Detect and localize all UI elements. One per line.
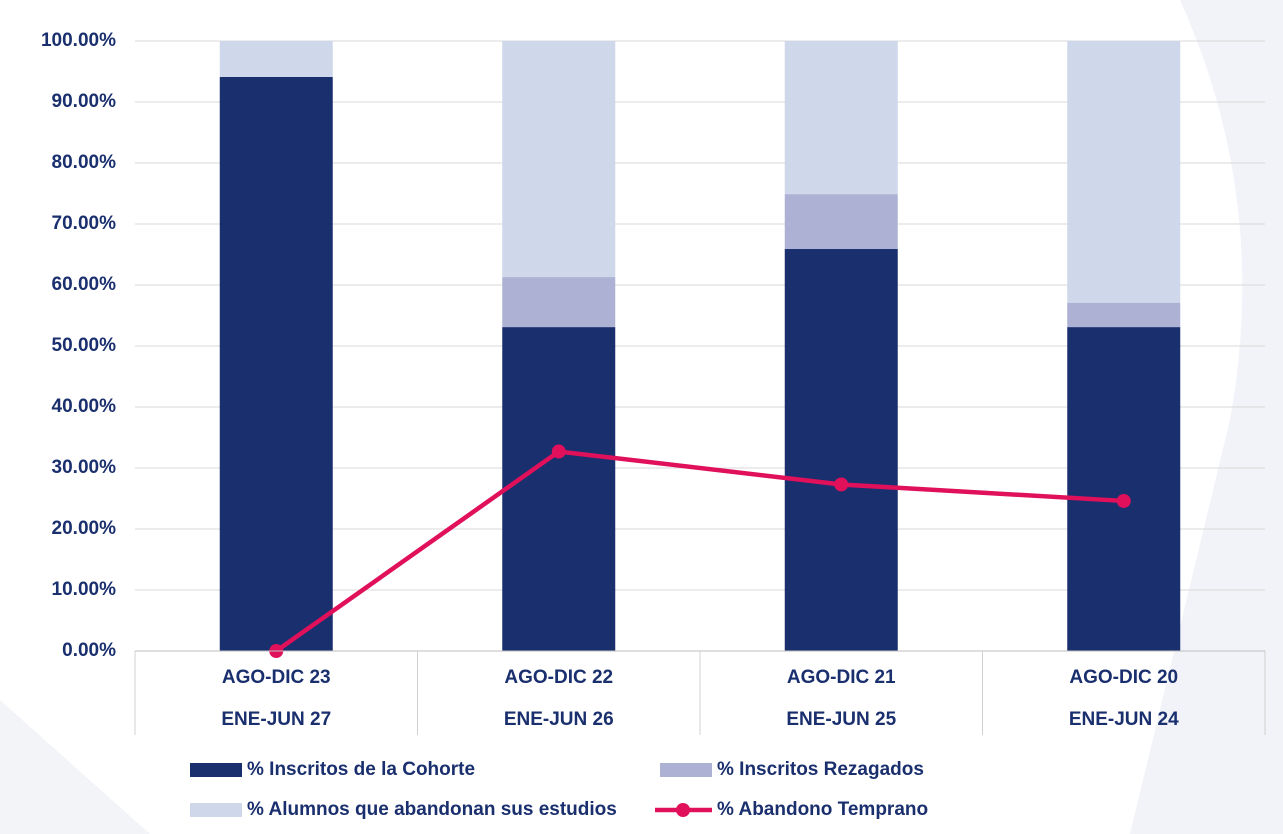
bar-segment bbox=[1067, 41, 1181, 303]
x-tick-label: ENE-JUN 25 bbox=[786, 709, 896, 730]
y-tick-label: 30.00% bbox=[52, 457, 117, 478]
legend-swatch bbox=[190, 763, 242, 777]
bar-segment bbox=[219, 76, 333, 652]
x-tick-label: AGO-DIC 23 bbox=[222, 667, 331, 688]
y-tick-label: 50.00% bbox=[52, 335, 117, 356]
x-tick-label: AGO-DIC 22 bbox=[504, 667, 613, 688]
watermark bbox=[1130, 0, 1283, 834]
bar-segment bbox=[219, 41, 333, 77]
bar-segment bbox=[502, 327, 616, 651]
x-tick-label: ENE-JUN 27 bbox=[221, 709, 331, 730]
legend-label: % Inscritos de la Cohorte bbox=[247, 759, 475, 780]
bar-segment bbox=[502, 41, 616, 278]
line bbox=[274, 449, 1124, 653]
y-tick-label: 90.00% bbox=[52, 91, 117, 112]
legend-marker bbox=[676, 803, 690, 817]
x-tick-label: AGO-DIC 21 bbox=[787, 667, 896, 688]
line-marker bbox=[834, 477, 849, 492]
x-tick-label: ENE-JUN 26 bbox=[504, 709, 614, 730]
legend-swatch bbox=[660, 763, 712, 777]
y-tick-label: 0.00% bbox=[62, 640, 116, 661]
y-tick-label: 60.00% bbox=[52, 274, 117, 295]
line-marker bbox=[551, 444, 566, 459]
legend-label: % Alumnos que abandonan sus estudios bbox=[247, 799, 617, 820]
y-tick-label: 10.00% bbox=[52, 579, 117, 600]
bar-segment bbox=[1067, 302, 1181, 328]
bar-segment bbox=[784, 249, 898, 651]
x-tick-label: ENE-JUN 24 bbox=[1069, 709, 1179, 730]
y-tick-label: 80.00% bbox=[52, 152, 117, 173]
y-tick-label: 40.00% bbox=[52, 396, 117, 417]
y-tick-label: 100.00% bbox=[41, 30, 116, 51]
watermark bbox=[0, 700, 150, 834]
legend-label: % Abandono Temprano bbox=[717, 799, 928, 820]
bar-segment bbox=[1067, 327, 1181, 651]
legend-label: % Inscritos Rezagados bbox=[717, 759, 924, 780]
bar-segment bbox=[784, 194, 898, 250]
bar-segment bbox=[502, 277, 616, 328]
x-tick-label: AGO-DIC 20 bbox=[1069, 667, 1178, 688]
legend-swatch bbox=[190, 803, 242, 817]
y-tick-label: 20.00% bbox=[52, 518, 117, 539]
y-tick-label: 70.00% bbox=[52, 213, 117, 234]
bar-segment bbox=[784, 41, 898, 195]
line-marker bbox=[1116, 493, 1131, 508]
